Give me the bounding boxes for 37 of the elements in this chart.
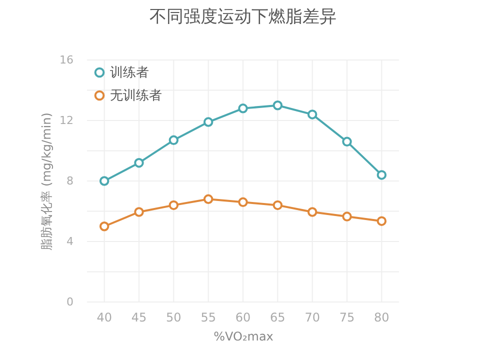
point [307,110,318,120]
legend-label: 训练者 [110,66,149,80]
point [272,200,283,210]
point [168,200,179,210]
y-tick-label: 8 [66,174,74,188]
point [272,100,283,110]
x-tick-label: 40 [96,310,112,324]
x-tick-label: 60 [235,310,251,324]
x-tick-label: 55 [200,310,216,324]
point [203,117,214,127]
x-tick-label: 45 [131,310,147,324]
y-axis-title: 脂肪氧化率 (mg/kg/min) [40,112,54,250]
point [134,207,144,217]
point [342,212,352,222]
y-tick-label: 4 [66,235,74,248]
point [168,135,179,146]
point [99,176,110,186]
y-tick-label: 12 [60,114,74,127]
x-tick-label: 50 [166,310,182,324]
x-tick-label: 65 [270,310,286,324]
legend-label: 无训练者 [110,88,162,104]
point [342,136,352,147]
x-axis-title: %VO₂max [214,330,274,344]
point [203,194,214,204]
y-tick-label: 16 [60,54,74,66]
point [376,170,387,180]
point [376,216,387,226]
point [238,197,248,208]
point [238,104,248,114]
x-tick-label: 80 [374,310,390,324]
chart-title: 不同强度运动下燃脂差异 [150,7,336,27]
x-tick-label: 70 [304,310,320,324]
point [307,207,318,217]
point [134,158,144,168]
point [99,222,110,232]
x-tick-label: 75 [339,310,355,324]
y-tick-label: 0 [66,296,74,308]
